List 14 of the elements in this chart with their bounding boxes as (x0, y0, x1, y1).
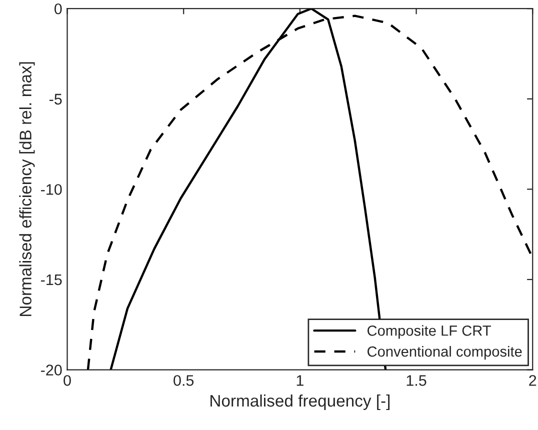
legend-label: Conventional composite (368, 346, 522, 360)
y-axis-title: Normalised efficiency [dB rel. max] (19, 62, 35, 316)
x-tick-label: 1 (296, 375, 304, 386)
y-tick-label: -10 (40, 184, 62, 195)
x-axis-title: Normalised frequency [-] (210, 394, 390, 410)
y-tick-label: -15 (40, 274, 62, 286)
y-tick-label: -20 (40, 364, 62, 376)
y-tick-label: -5 (49, 94, 62, 105)
x-tick-label: 1.5 (406, 375, 426, 386)
x-tick-label: 0.5 (174, 375, 194, 386)
x-tick-label: 0 (64, 375, 71, 386)
y-tick-label: 0 (54, 3, 62, 14)
legend-label: Composite LF CRT (368, 325, 491, 339)
x-tick-label: 2 (529, 375, 536, 386)
